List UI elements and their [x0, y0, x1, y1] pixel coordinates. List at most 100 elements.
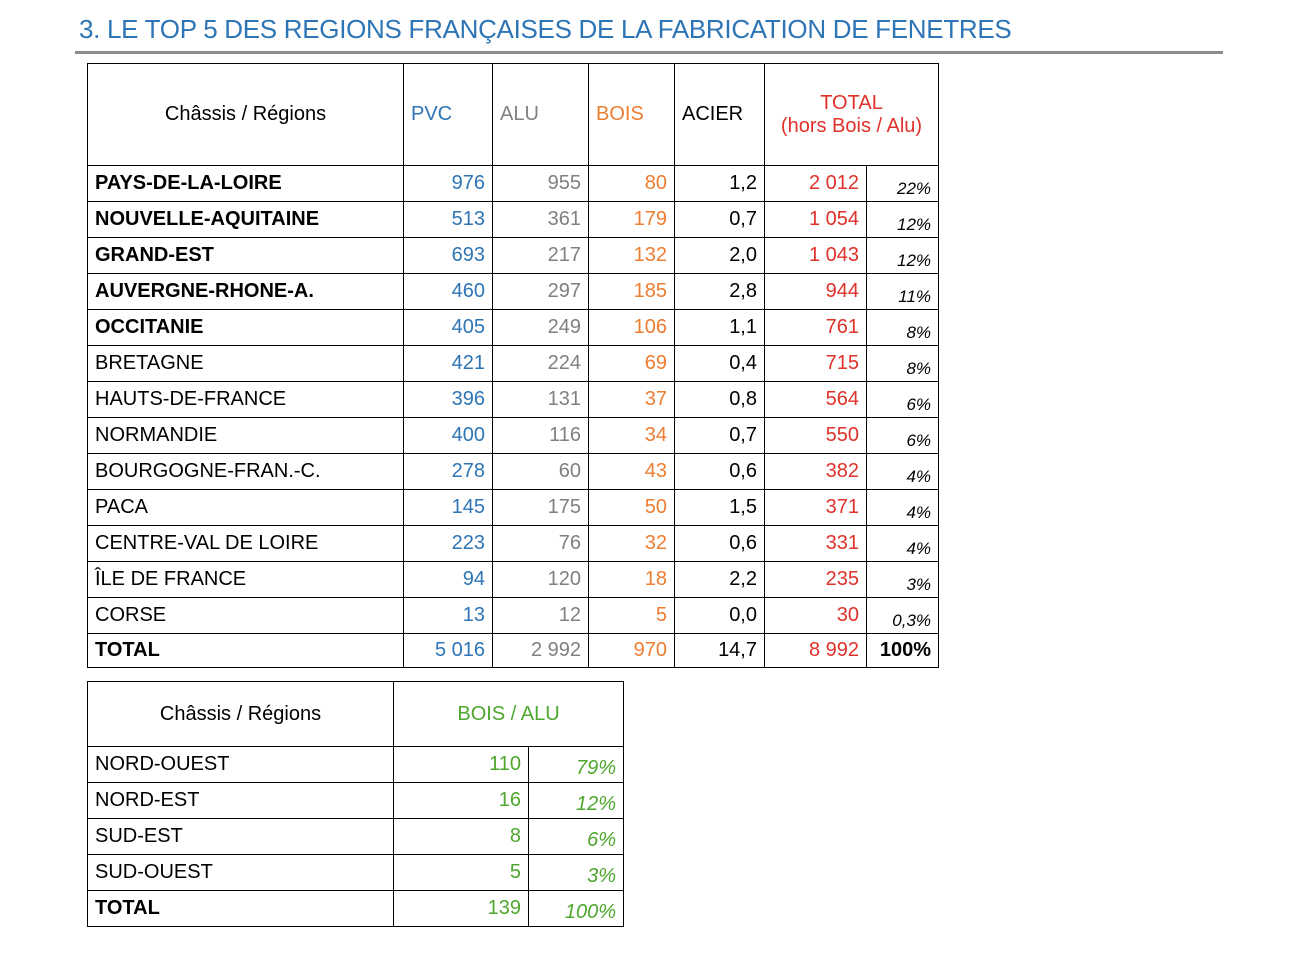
value-cell: 223	[403, 525, 493, 562]
value-cell: 361	[492, 201, 589, 238]
header-cell: BOIS	[588, 63, 675, 166]
value-cell: 0,7	[674, 201, 765, 238]
value-cell: 18	[588, 561, 675, 598]
header-cell: PVC	[403, 63, 493, 166]
value-cell: 4%	[865, 489, 940, 526]
value-cell: 116	[492, 417, 589, 454]
value-cell: 0,6	[674, 525, 765, 562]
value-cell: 2,8	[674, 273, 765, 310]
value-cell: 6%	[865, 417, 940, 454]
value-cell: 76	[492, 525, 589, 562]
value-cell: 12%	[865, 237, 940, 274]
value-cell: 405	[403, 309, 493, 346]
value-cell: 382	[764, 453, 867, 490]
value-cell: 43	[588, 453, 675, 490]
title-rule	[75, 51, 1223, 54]
header-cell: BOIS / ALU	[392, 681, 625, 747]
region-cell: SUD-OUEST	[87, 854, 394, 891]
region-cell: OCCITANIE	[87, 309, 404, 346]
value-cell: 11%	[865, 273, 940, 310]
value-cell: 60	[492, 453, 589, 490]
data-row: TOTAL 139 100%	[87, 890, 625, 927]
value-cell: 37	[588, 381, 675, 418]
data-row: PAYS-DE-LA-LOIRE 976 955 80 1,2 2 012 22%	[87, 165, 940, 202]
regions-table: Châssis / Régions PVC ALU BOIS ACIER TOTAL (ho…	[87, 63, 940, 668]
value-cell: 2,0	[674, 237, 765, 274]
value-cell: 976	[403, 165, 493, 202]
data-row: BRETAGNE 421 224 69 0,4 715 8%	[87, 345, 940, 382]
value-cell: 175	[492, 489, 589, 526]
value-cell: 1 043	[764, 237, 867, 274]
value-cell: 297	[492, 273, 589, 310]
value-cell: 2,2	[674, 561, 765, 598]
value-cell: 0,4	[674, 345, 765, 382]
data-row: SUD-OUEST 5 3%	[87, 854, 625, 891]
value-cell: 249	[492, 309, 589, 346]
region-cell: HAUTS-DE-FRANCE	[87, 381, 404, 418]
value-cell: 185	[588, 273, 675, 310]
value-cell: 693	[403, 237, 493, 274]
header-cell: ACIER	[674, 63, 765, 166]
value-cell: 22%	[865, 165, 940, 202]
value-cell: 460	[403, 273, 493, 310]
value-cell: 944	[764, 273, 867, 310]
value-cell: 32	[588, 525, 675, 562]
value-cell: 1,2	[674, 165, 765, 202]
data-row: NORD-OUEST 110 79%	[87, 746, 625, 783]
value-cell: 955	[492, 165, 589, 202]
region-cell: PAYS-DE-LA-LOIRE	[87, 165, 404, 202]
value-cell: 5 016	[403, 633, 493, 668]
value-cell: 179	[588, 201, 675, 238]
region-cell: BRETAGNE	[87, 345, 404, 382]
value-cell: 278	[403, 453, 493, 490]
value-cell: 1,1	[674, 309, 765, 346]
value-cell: 224	[492, 345, 589, 382]
region-cell: NORMANDIE	[87, 417, 404, 454]
value-cell: 550	[764, 417, 867, 454]
data-row: AUVERGNE-RHONE-A. 460 297 185 2,8 944 11%	[87, 273, 940, 310]
value-cell: 6%	[865, 381, 940, 418]
region-cell: CENTRE-VAL DE LOIRE	[87, 525, 404, 562]
region-cell: ÎLE DE FRANCE	[87, 561, 404, 598]
region-cell: NORD-OUEST	[87, 746, 394, 783]
value-cell: 715	[764, 345, 867, 382]
data-row: NOUVELLE-AQUITAINE 513 361 179 0,7 1 054 12%	[87, 201, 940, 238]
header-cell: ALU	[492, 63, 589, 166]
data-row: TOTAL 5 016 2 992 970 14,7 8 992 100%	[87, 633, 940, 668]
value-cell: 94	[403, 561, 493, 598]
data-row: BOURGOGNE-FRAN.-C. 278 60 43 0,6 382 4%	[87, 453, 940, 490]
value-cell: 371	[764, 489, 867, 526]
header-line: TOTAL	[820, 91, 883, 114]
value-cell: 80	[588, 165, 675, 202]
data-row: GRAND-EST 693 217 132 2,0 1 043 12%	[87, 237, 940, 274]
value-cell: 145	[403, 489, 493, 526]
value-cell: 13	[403, 597, 493, 634]
value-cell: 8	[393, 818, 529, 855]
value-cell: 0,8	[674, 381, 765, 418]
region-cell: GRAND-EST	[87, 237, 404, 274]
region-cell: NORD-EST	[87, 782, 394, 819]
value-cell: 106	[588, 309, 675, 346]
header-cell: TOTAL (hors Bois / Alu)	[763, 63, 940, 166]
region-cell: TOTAL	[87, 633, 404, 668]
value-cell: 2 992	[492, 633, 589, 668]
value-cell: 396	[403, 381, 493, 418]
value-cell: 50	[588, 489, 675, 526]
value-cell: 79%	[527, 746, 625, 783]
header-row: Châssis / Régions PVC ALU BOIS ACIER TOTAL (ho…	[87, 63, 940, 166]
header-row: Châssis / Régions BOIS / ALU	[87, 681, 625, 747]
region-cell: SUD-EST	[87, 818, 394, 855]
value-cell: 14,7	[674, 633, 765, 668]
value-cell: 970	[588, 633, 675, 668]
value-cell: 400	[403, 417, 493, 454]
value-cell: 132	[588, 237, 675, 274]
value-cell: 331	[764, 525, 867, 562]
value-cell: 12%	[865, 201, 940, 238]
value-cell: 5	[588, 597, 675, 634]
value-cell: 564	[764, 381, 867, 418]
value-cell: 217	[492, 237, 589, 274]
value-cell: 69	[588, 345, 675, 382]
region-cell: CORSE	[87, 597, 404, 634]
value-cell: 1 054	[764, 201, 867, 238]
